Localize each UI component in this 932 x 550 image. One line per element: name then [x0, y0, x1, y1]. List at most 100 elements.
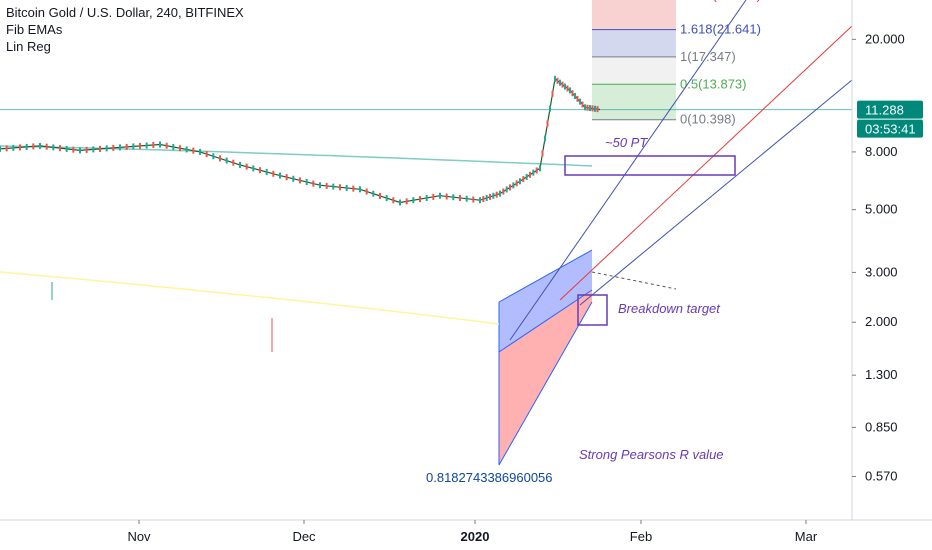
candle — [581, 101, 584, 108]
legend-lin-reg[interactable]: Lin Reg — [6, 39, 51, 54]
candle — [5, 145, 8, 152]
lin-reg-lower-channel — [499, 290, 592, 465]
candle — [312, 180, 315, 187]
candle — [159, 141, 161, 148]
candle — [551, 90, 554, 97]
fib-level-label: 1.618(21.641) — [680, 22, 761, 37]
candle — [212, 153, 215, 160]
target-box — [564, 155, 736, 176]
candle — [465, 195, 468, 202]
lin-reg-upper-line — [498, 249, 593, 303]
candle — [549, 105, 551, 112]
candle — [482, 196, 485, 203]
price-tick-label: 20.000 — [865, 31, 905, 46]
candle — [541, 150, 544, 157]
lin-reg-upper-channel — [499, 250, 592, 352]
candle — [561, 81, 564, 88]
candle — [385, 195, 388, 202]
candle — [79, 147, 81, 154]
candle — [529, 171, 531, 178]
candle — [92, 146, 95, 153]
candle — [125, 143, 128, 150]
candle — [485, 194, 488, 201]
candle — [339, 184, 341, 191]
time-tick-label: Dec — [292, 529, 316, 544]
candle — [544, 135, 546, 142]
countdown-value: 03:53:41 — [865, 122, 916, 137]
fib-level-label: 1(17.347) — [680, 49, 736, 64]
candle — [265, 168, 268, 175]
candle — [85, 146, 88, 153]
candle — [232, 159, 235, 166]
candle — [535, 167, 538, 174]
price-tick-label: 5.000 — [865, 202, 898, 217]
candle — [445, 193, 448, 200]
candle — [132, 143, 135, 150]
candle — [379, 192, 381, 199]
candle — [556, 77, 559, 84]
candle — [495, 191, 498, 198]
candle — [365, 188, 368, 195]
countdown-badge — [857, 119, 923, 138]
candle — [299, 177, 301, 184]
candle — [452, 194, 455, 201]
lin-reg-mid-line — [498, 289, 593, 353]
legend-fib-emas[interactable]: Fib EMAs — [6, 22, 63, 37]
fib-band — [592, 0, 676, 30]
candle — [72, 146, 75, 153]
price-tick-label: 3.000 — [865, 264, 898, 279]
candle — [39, 142, 41, 149]
candle — [586, 104, 589, 111]
candle — [546, 120, 549, 127]
candle — [512, 182, 515, 189]
candle — [225, 157, 228, 164]
candle — [152, 141, 155, 148]
candle — [554, 75, 556, 82]
candle — [532, 169, 535, 176]
trend-line-shallow — [579, 79, 853, 306]
candle — [459, 194, 461, 201]
candle — [509, 184, 511, 191]
candle — [419, 196, 421, 203]
candle — [405, 198, 408, 205]
candle — [105, 145, 108, 152]
candle — [272, 170, 275, 177]
candle — [425, 194, 428, 201]
candle — [332, 183, 335, 190]
target-label: ~50 PT — [605, 135, 648, 150]
candle — [569, 87, 571, 94]
trend-line-steep — [509, 0, 747, 341]
candle — [245, 163, 248, 170]
candle — [584, 104, 586, 111]
pearson-label: Strong Pearsons R value — [579, 447, 724, 462]
candle — [345, 184, 348, 191]
legend-title: Bitcoin Gold / U.S. Dollar, 240, BITFINE… — [6, 5, 244, 20]
candle — [52, 144, 55, 151]
candle — [305, 179, 308, 186]
candle — [502, 188, 505, 195]
candle — [519, 178, 521, 185]
projection-dash — [591, 271, 677, 290]
candle — [139, 142, 141, 149]
candle — [119, 144, 121, 151]
candle — [285, 174, 288, 181]
candle — [439, 192, 441, 199]
candle — [59, 145, 61, 152]
candle — [432, 193, 435, 200]
candle — [392, 197, 395, 204]
candle — [539, 165, 541, 172]
candle — [112, 144, 115, 151]
price-series-line — [0, 77, 601, 204]
candle — [185, 146, 188, 153]
candle — [499, 190, 501, 197]
fib-level-label: 0.5(13.873) — [680, 76, 747, 91]
price-tick-label: 0.850 — [865, 419, 898, 434]
last-price-badge — [857, 100, 923, 119]
breakdown-label: Breakdown target — [618, 301, 721, 316]
price-tick-label: 8.000 — [865, 144, 898, 159]
candle — [99, 145, 101, 152]
candle — [591, 105, 594, 112]
candle — [0, 145, 1, 152]
candle — [12, 144, 15, 151]
